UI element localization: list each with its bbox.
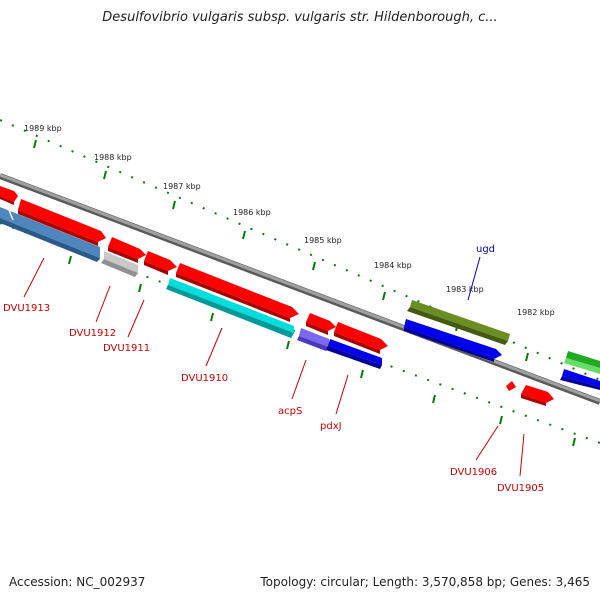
scale-label: 1988 kbp	[94, 153, 132, 162]
gene-pdxj[interactable]	[326, 339, 382, 369]
gene-dvu1913[interactable]	[0, 207, 100, 262]
scale-label: 1989 kbp	[24, 124, 62, 133]
scale-label: 1983 kbp	[446, 285, 484, 294]
gene-label-dvu1913[interactable]: DVU1913	[3, 303, 50, 314]
gene-label-acps[interactable]: acpS	[278, 406, 302, 417]
scale-label: 1985 kbp	[304, 236, 342, 245]
gene-forward-7[interactable]	[334, 322, 388, 354]
scale-tick	[138, 283, 142, 293]
gene-green[interactable]	[564, 351, 600, 374]
leader-lines	[23, 257, 525, 477]
gene-dvu1912[interactable]	[101, 251, 138, 277]
gene-ugd[interactable]	[407, 300, 510, 345]
scale-tick	[68, 255, 72, 265]
accession-info: Accession: NC_002937	[9, 575, 146, 589]
gene-label-dvu1905[interactable]: DVU1905	[497, 483, 544, 494]
gene-acps[interactable]	[297, 328, 329, 351]
scale-tick	[525, 352, 529, 362]
genome-summary: Topology: circular; Length: 3,570,858 bp…	[260, 575, 590, 589]
scale-tick	[103, 170, 107, 180]
gene-label-dvu1906[interactable]: DVU1906	[450, 467, 497, 478]
scale-tick	[172, 200, 176, 210]
scale-tick	[312, 261, 316, 271]
gene-blue-1[interactable]	[404, 319, 502, 362]
map-title: Desulfovibrio vulgaris subsp. vulgaris s…	[102, 10, 498, 25]
gene-label-pdxj[interactable]: pdxJ	[320, 421, 342, 432]
scale-tick	[432, 394, 436, 404]
gene-forward-6[interactable]	[306, 313, 336, 335]
gene-forward-2[interactable]	[18, 199, 106, 246]
gene-forward-1[interactable]	[0, 186, 18, 205]
scale-tick	[210, 312, 214, 322]
scale-label: 1986 kbp	[233, 208, 271, 217]
scale-label: 1982 kbp	[517, 308, 555, 317]
gene-label-dvu1910[interactable]: DVU1910	[181, 373, 228, 384]
scale-tick	[572, 437, 576, 447]
leader-line-ugd	[467, 256, 481, 301]
gene-label-dvu1911[interactable]: DVU1911	[103, 343, 150, 354]
scale-tick	[382, 291, 386, 301]
scale-label: 1984 kbp	[374, 261, 412, 270]
gene-dvu1910[interactable]	[166, 278, 294, 338]
gene-forward-4[interactable]	[144, 251, 177, 275]
gene-dvu1905[interactable]	[521, 385, 554, 406]
scale-tick	[33, 139, 37, 149]
gene-blue-2[interactable]	[560, 369, 600, 390]
genome-backbone	[0, 173, 600, 403]
scale-tick	[242, 230, 246, 240]
gene-forward-3[interactable]	[108, 237, 146, 263]
gene-forward-5[interactable]	[176, 263, 299, 322]
scale-label: 1987 kbp	[163, 182, 201, 191]
outer-scale-track	[0, 119, 600, 381]
scale-tick	[360, 369, 364, 379]
scale-tick	[499, 415, 503, 425]
scale-tick	[286, 340, 290, 350]
gene-label-dvu1912[interactable]: DVU1912	[69, 328, 116, 339]
gene-dvu1906[interactable]	[506, 381, 516, 391]
gene-label-ugd[interactable]: ugd	[476, 244, 495, 255]
